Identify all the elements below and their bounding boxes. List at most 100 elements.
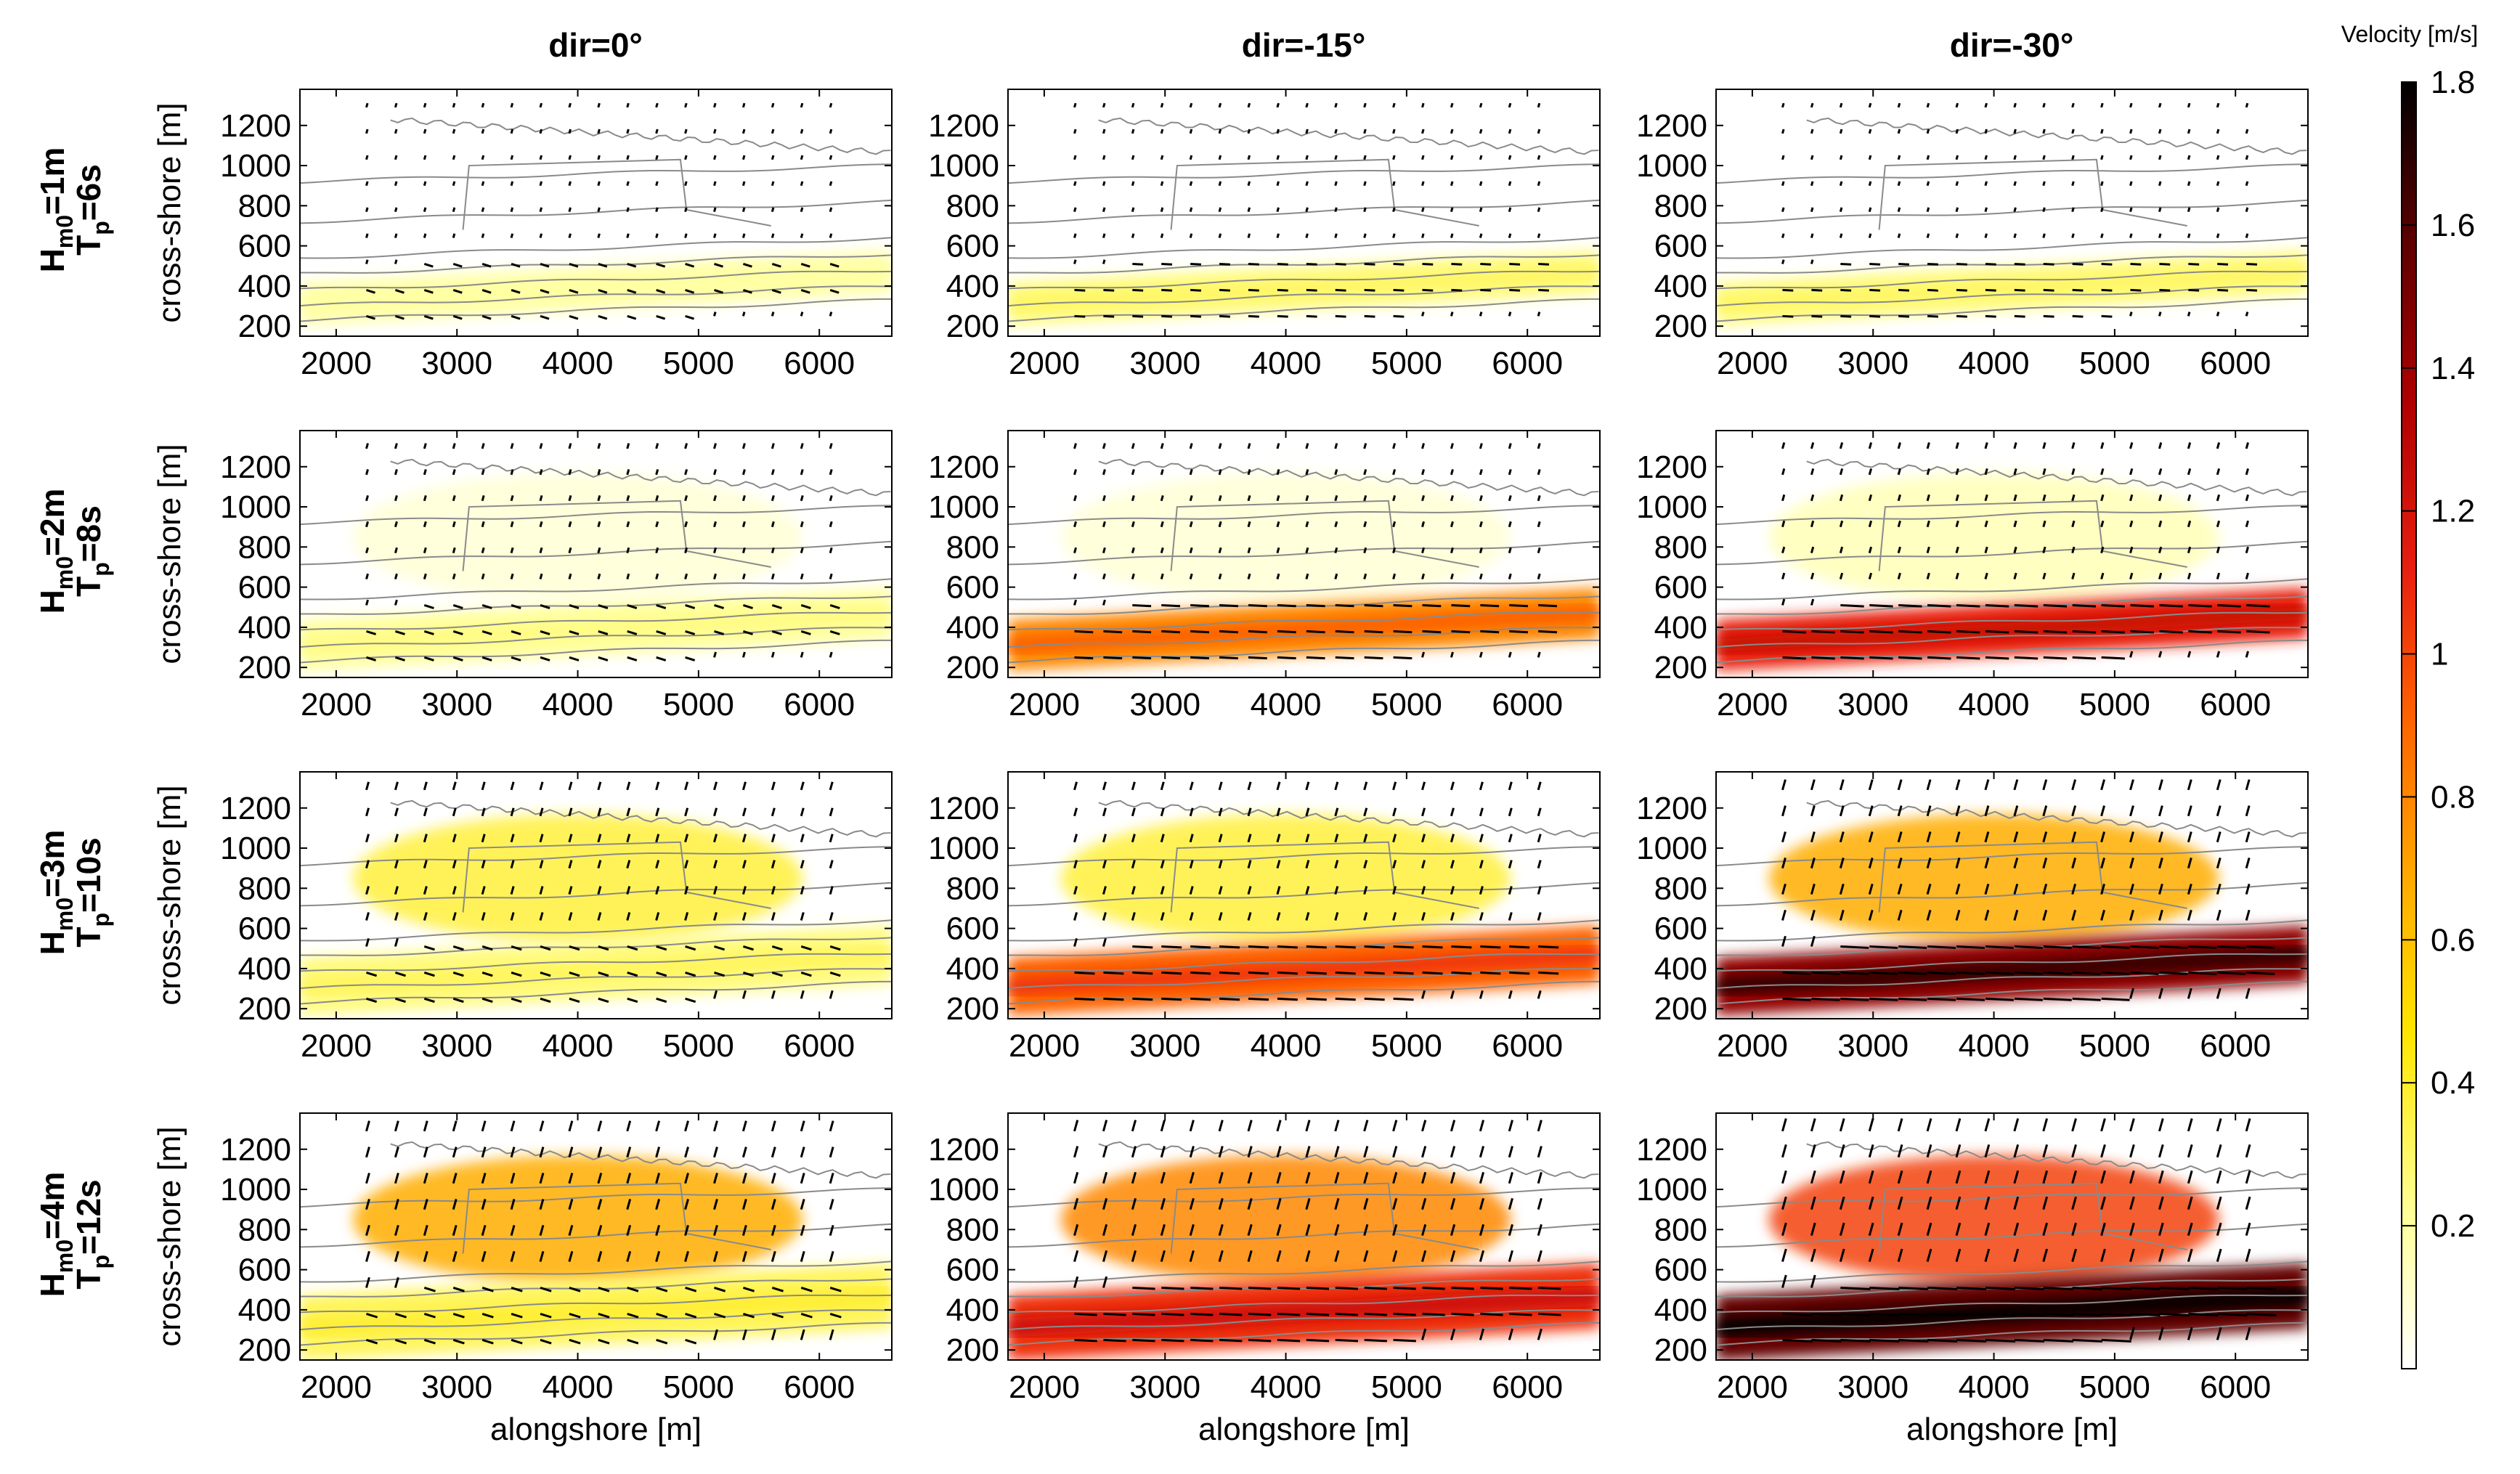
velocity-arrow <box>1927 1338 1958 1343</box>
velocity-arrow <box>627 630 638 635</box>
velocity-arrow <box>365 1224 370 1237</box>
y-tick-label: 600 <box>1654 911 1707 947</box>
velocity-arrow <box>1479 1120 1485 1132</box>
velocity-arrow <box>423 912 428 921</box>
velocity-field <box>300 1113 892 1360</box>
velocity-arrow <box>800 288 810 294</box>
velocity-arrow <box>2187 988 2192 999</box>
reef-contour <box>1170 1182 1479 1254</box>
velocity-arrow <box>2071 494 2076 502</box>
velocity-arrow <box>2216 988 2222 999</box>
velocity-arrow <box>2129 520 2134 528</box>
velocity-arrow <box>481 1224 487 1237</box>
velocity-arrow <box>2216 651 2221 658</box>
velocity-arrow <box>2187 1248 2193 1262</box>
velocity-arrow <box>394 834 399 843</box>
velocity-arrow <box>1161 1312 1184 1316</box>
depth-contour <box>1716 595 2308 615</box>
velocity-arrow <box>597 860 602 869</box>
velocity-arrow <box>2014 971 2043 975</box>
velocity-arrow <box>1219 971 1240 975</box>
velocity-arrow <box>1479 181 1483 187</box>
velocity-arrow <box>1927 1286 1958 1291</box>
velocity-arrow <box>1422 630 1442 634</box>
velocity-arrow <box>1897 572 1901 579</box>
velocity-arrow <box>1392 155 1396 160</box>
velocity-arrow <box>1781 181 1785 187</box>
velocity-arrow <box>2158 494 2163 502</box>
velocity-arrow <box>1363 834 1368 843</box>
velocity-arrow <box>1335 1338 1359 1343</box>
velocity-arrow <box>510 781 515 791</box>
panel-frame <box>299 771 893 1019</box>
velocity-arrow <box>1421 469 1425 476</box>
velocity-arrow <box>394 207 398 213</box>
velocity-arrow <box>2100 155 2104 160</box>
velocity-arrow <box>771 1312 784 1319</box>
y-tick-label: 1200 <box>928 1132 999 1168</box>
velocity-arrow <box>568 1120 574 1132</box>
velocity-arrow <box>1810 546 1815 554</box>
velocity-arrow <box>1277 1286 1301 1290</box>
velocity-arrow <box>2101 314 2113 318</box>
velocity-arrow <box>1537 1328 1543 1340</box>
velocity-arrow <box>800 494 804 502</box>
velocity-arrow <box>1450 233 1454 238</box>
velocity-arrow <box>1218 1172 1224 1184</box>
velocity-arrow <box>452 656 463 661</box>
velocity-arrow <box>1421 129 1425 134</box>
velocity-arrow <box>1306 630 1325 634</box>
velocity-arrow <box>2072 1312 2102 1316</box>
velocity-arrow <box>800 781 805 791</box>
velocity-arrow <box>684 207 688 213</box>
velocity-arrow <box>365 886 370 895</box>
velocity-arrow <box>655 912 660 921</box>
column-title-dir-0: dir=0° <box>548 26 643 64</box>
velocity-arrow <box>597 469 601 476</box>
velocity-arrow <box>1189 469 1193 476</box>
x-tick-label: 4000 <box>1959 1028 2030 1064</box>
velocity-arrow <box>1811 1338 1842 1343</box>
velocity-arrow <box>539 1120 545 1132</box>
velocity-arrow <box>1276 469 1280 476</box>
velocity-arrow <box>2158 207 2162 213</box>
velocity-arrow <box>1508 1328 1513 1340</box>
velocity-arrow <box>2158 233 2162 238</box>
velocity-arrow <box>2129 181 2133 187</box>
y-tick-label: 400 <box>238 951 291 987</box>
velocity-arrow <box>1218 443 1222 449</box>
velocity-arrow <box>394 1224 399 1237</box>
velocity-arrow <box>452 263 463 268</box>
velocity-arrow <box>771 1147 776 1158</box>
velocity-arrow <box>1811 997 1840 1001</box>
velocity-arrow <box>1537 443 1541 449</box>
velocity-arrow <box>1868 233 1872 238</box>
velocity-arrow <box>1218 181 1222 187</box>
velocity-arrow <box>800 443 804 449</box>
velocity-arrow <box>1508 207 1512 213</box>
velocity-arrow <box>568 233 572 238</box>
velocity-arrow <box>1509 630 1529 634</box>
y-tick-label: 1200 <box>220 1132 291 1168</box>
velocity-arrow <box>568 912 573 921</box>
velocity-arrow <box>1073 834 1078 843</box>
velocity-arrow <box>394 1338 407 1345</box>
velocity-arrow <box>684 834 689 843</box>
velocity-arrow <box>1276 521 1280 528</box>
velocity-arrow <box>1073 181 1077 187</box>
velocity-arrow <box>800 807 805 817</box>
velocity-arrow <box>1421 547 1425 554</box>
velocity-arrow <box>1219 603 1238 608</box>
velocity-arrow <box>568 1147 574 1158</box>
velocity-arrow <box>1102 807 1107 817</box>
velocity-arrow <box>1810 572 1815 579</box>
velocity-arrow <box>1305 573 1309 579</box>
velocity-arrow <box>2187 155 2191 160</box>
velocity-arrow <box>598 604 609 609</box>
velocity-arrow <box>626 807 631 817</box>
velocity-arrow <box>1956 656 1980 660</box>
depth-contour <box>1008 1309 1600 1331</box>
current-core <box>1716 946 2308 995</box>
panel-frame <box>299 89 893 337</box>
velocity-arrow <box>626 547 630 554</box>
